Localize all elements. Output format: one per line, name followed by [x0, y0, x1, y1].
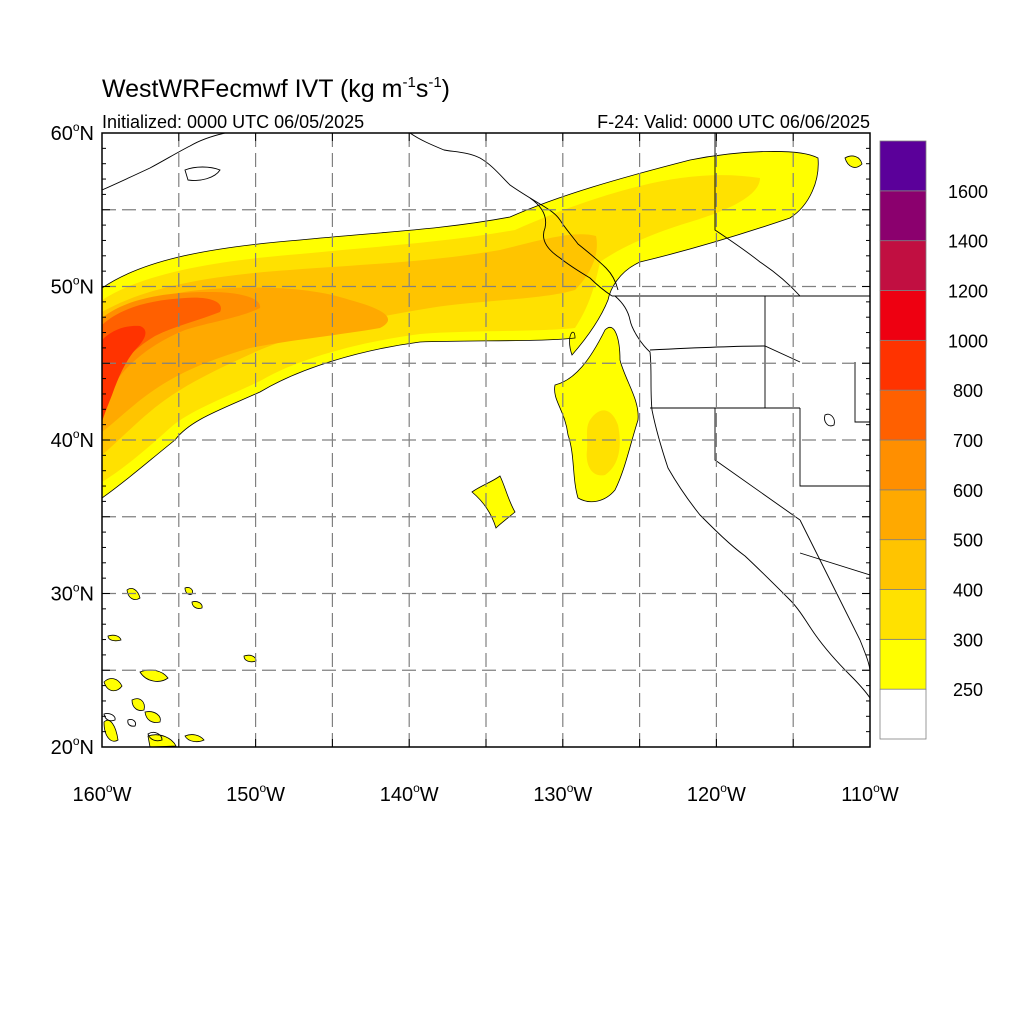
title-sup-2: -1 — [428, 74, 441, 91]
ivt-blob-hawaii-6 — [147, 734, 177, 747]
lat-label-60: 60oN — [51, 120, 94, 145]
washington-oregon-border — [649, 345, 801, 363]
ivt-blob-hawaii-5 — [144, 711, 161, 723]
title-end-text: ) — [442, 75, 450, 103]
lake-great-salt — [824, 413, 835, 427]
nevada-border — [714, 408, 801, 521]
colorbar-swatch — [879, 389, 927, 441]
colorbar-label: 1400 — [948, 232, 988, 252]
colorbar-swatch — [879, 638, 927, 690]
hawaii-island-3 — [147, 731, 163, 742]
alaska-coast — [409, 133, 619, 291]
lon-label-150: 150oW — [226, 781, 285, 806]
lat-label-50: 50oN — [51, 274, 94, 299]
hawaii-island-2 — [127, 719, 136, 727]
colorbar-swatch — [879, 539, 927, 590]
colorbar — [879, 140, 927, 740]
map-panel — [102, 133, 870, 747]
colorbar-swatch — [879, 190, 927, 242]
us-west-coast — [614, 295, 870, 699]
initialized-text: Initialized: 0000 UTC 06/05/2025 — [102, 112, 364, 132]
colorbar-labels: 1600 1400 1200 1000 800 700 600 500 400 300 250 — [948, 182, 988, 700]
colorbar-label: 800 — [953, 381, 983, 401]
lon-label-120: 120oW — [687, 781, 746, 806]
arizona-mexico-border — [799, 552, 870, 576]
colorbar-swatch — [879, 589, 927, 640]
map-gridlines — [102, 133, 870, 747]
hawaii-island-1 — [103, 713, 116, 722]
utah-border — [799, 408, 870, 487]
valid-time-text: F-24: Valid: 0000 UTC 06/06/2025 — [597, 112, 870, 132]
colorbar-label: 1600 — [948, 182, 988, 202]
lon-label-140: 140oW — [380, 781, 439, 806]
ivt-blob-hawaii-1 — [103, 678, 123, 692]
colorbar-label: 400 — [953, 581, 983, 601]
colorbar-label: 250 — [953, 680, 983, 700]
colorbar-swatch — [879, 489, 927, 541]
colorbar-label: 500 — [953, 531, 983, 551]
colorbar-swatch — [879, 140, 927, 192]
colorbar-swatch — [879, 339, 927, 391]
coastlines-borders — [102, 133, 870, 742]
lat-label-40: 40oN — [51, 427, 94, 452]
colorbar-swatch — [879, 439, 927, 491]
bc-alberta-border — [714, 133, 801, 297]
longitude-labels: 160oW 150oW 140oW 130oW 120oW 110oW — [73, 781, 899, 806]
colorbar-label: 700 — [953, 431, 983, 451]
latitude-labels: 60oN 50oN 40oN 30oN 20oN — [51, 120, 94, 759]
title-mid-text: s — [416, 75, 429, 103]
ivt-blob-arctic — [844, 155, 863, 168]
lon-label-130: 130oW — [533, 781, 592, 806]
bc-coast — [529, 197, 613, 297]
ivt-blob-subtropics-3 — [191, 601, 203, 609]
colorbar-label: 600 — [953, 481, 983, 501]
colorbar-label: 1000 — [948, 331, 988, 351]
ivt-contour-800 — [102, 325, 146, 422]
lat-label-20: 20oN — [51, 734, 94, 759]
ivt-contour-700 — [102, 297, 221, 402]
alaska-peninsula — [102, 133, 226, 191]
axis-ticks — [101, 132, 871, 748]
ivt-blob-hawaii-7 — [184, 734, 205, 743]
lat-label-30: 30oN — [51, 581, 94, 606]
map-title: WestWRFecmwf IVT (kg m-1s-1) — [102, 74, 450, 103]
colorbar-label: 1200 — [948, 282, 988, 302]
colorbar-swatch — [879, 688, 927, 740]
ivt-blob-hawaii-4 — [131, 698, 145, 711]
colorbar-swatch — [879, 290, 927, 341]
ivt-blob-subtropics-4 — [107, 634, 122, 642]
colorbar-label: 300 — [953, 630, 983, 650]
ivt-plume-offshore-core — [586, 410, 620, 476]
colorbar-swatch — [879, 240, 927, 291]
title-sup-1: -1 — [402, 74, 415, 91]
baja-gulf-coast — [799, 519, 870, 673]
lon-label-110: 110oW — [841, 781, 899, 806]
title-main-text: WestWRFecmwf IVT (kg m — [102, 75, 402, 103]
kodiak-island — [184, 166, 221, 181]
lon-label-160: 160oW — [73, 781, 132, 806]
wyoming-border — [854, 362, 870, 423]
